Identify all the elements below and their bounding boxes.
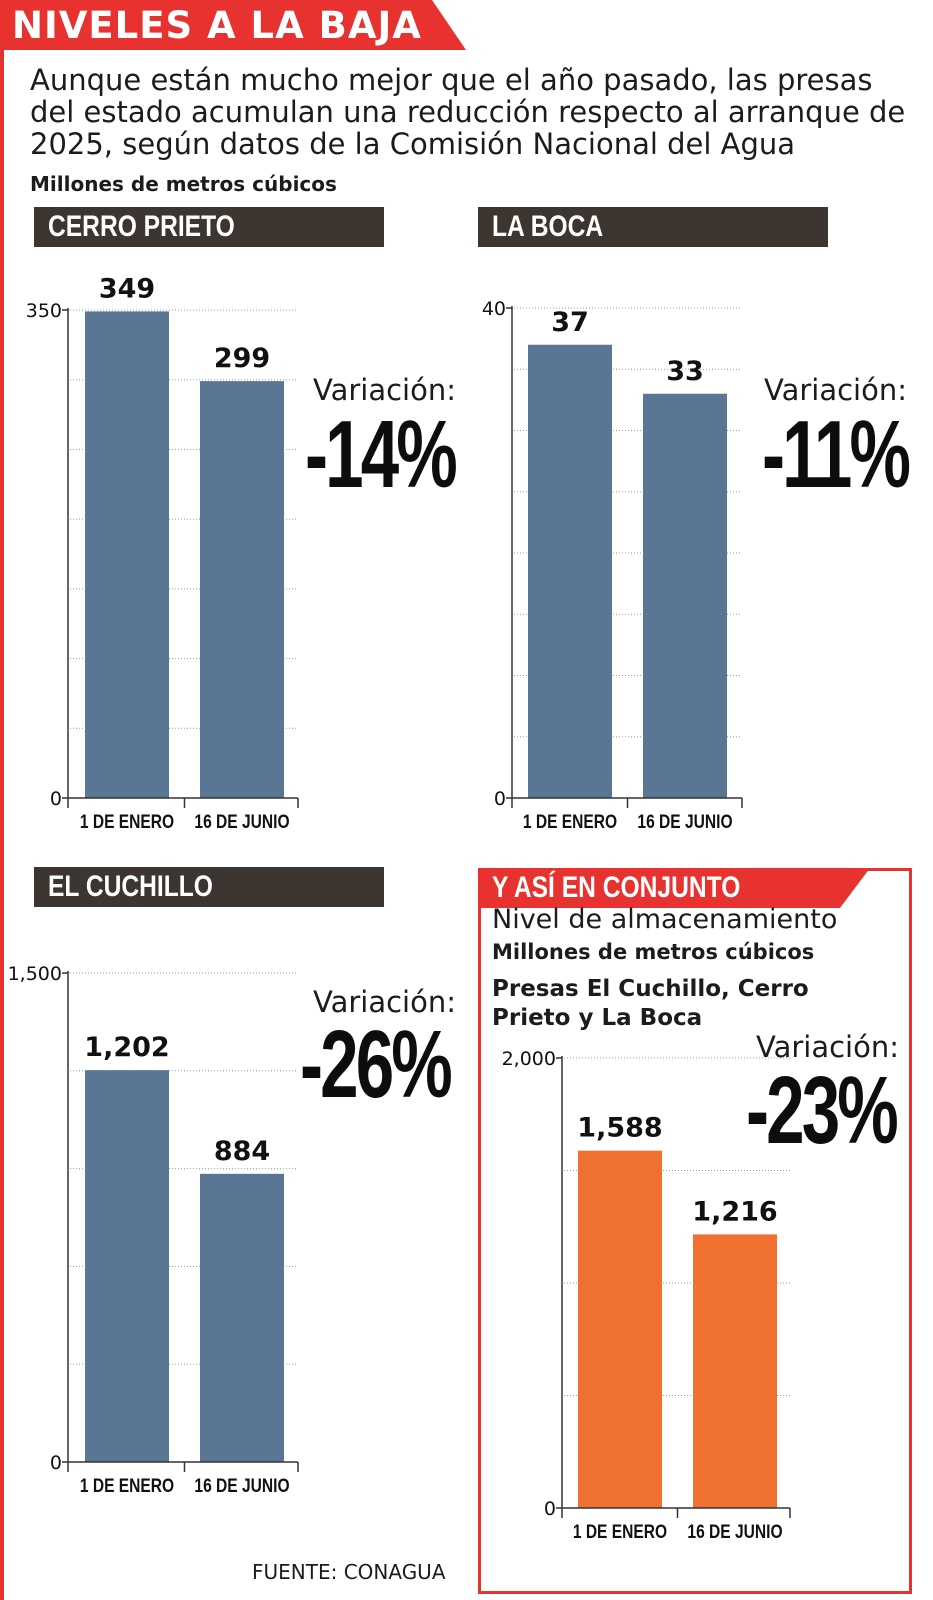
title-banner-shape: [0, 0, 466, 50]
header-total-text: Y ASÍ EN CONJUNTO: [492, 871, 741, 904]
header-cerro-prieto: CERRO PRIETO: [34, 207, 384, 247]
variation-label-la-boca: Variación:: [764, 373, 908, 407]
la-boca-category-label: 1 DE ENERO: [523, 811, 617, 833]
header-cerro-prieto-text: CERRO PRIETO: [48, 210, 235, 243]
total-value-label: 1,216: [692, 1196, 777, 1227]
header-el-cuchillo-text: EL CUCHILLO: [48, 870, 213, 903]
total-note: Presas El Cuchillo, Cerro Prieto y La Bo…: [492, 976, 809, 1031]
la-boca-value-label: 37: [551, 307, 589, 338]
variation-value-cerro-prieto: -14%: [305, 401, 458, 508]
source-note: FUENTE: CONAGUA: [252, 1560, 446, 1584]
intro-text: Aunque están mucho mejor que el año pasa…: [30, 63, 906, 161]
cerro-prieto-y-tick-label: 0: [50, 788, 62, 810]
cerro-prieto-value-label: 299: [214, 343, 270, 374]
el-cuchillo-bar: [200, 1173, 284, 1462]
cerro-prieto-bar: [85, 311, 169, 798]
variation-value-la-boca: -11%: [762, 401, 911, 508]
total-bar: [578, 1150, 662, 1508]
total-category-label: 16 DE JUNIO: [687, 1521, 782, 1543]
total-subtitle: Nivel de almacenamiento: [492, 904, 838, 935]
el-cuchillo-value-label: 1,202: [84, 1032, 169, 1063]
cerro-prieto-y-tick-label: 350: [26, 300, 62, 322]
total-value-label: 1,588: [577, 1113, 662, 1144]
el-cuchillo-category-label: 16 DE JUNIO: [194, 1475, 289, 1497]
total-units: Millones de metros cúbicos: [492, 940, 815, 964]
header-la-boca: LA BOCA: [478, 207, 828, 247]
total-category-label: 1 DE ENERO: [573, 1521, 667, 1543]
la-boca-y-tick-label: 0: [494, 788, 506, 810]
title-banner: NIVELES A LA BAJA: [0, 0, 480, 56]
cerro-prieto-value-label: 349: [99, 273, 155, 304]
cerro-prieto-category-label: 1 DE ENERO: [80, 811, 174, 833]
variation-label-total: Variación:: [756, 1030, 900, 1064]
cerro-prieto-category-label: 16 DE JUNIO: [194, 811, 289, 833]
total-bar: [693, 1234, 777, 1508]
total-y-tick-label: 0: [544, 1498, 556, 1520]
la-boca-category-label: 16 DE JUNIO: [637, 811, 732, 833]
header-el-cuchillo: EL CUCHILLO: [34, 867, 384, 907]
header-total-shape: [478, 868, 870, 908]
el-cuchillo-value-label: 884: [214, 1136, 270, 1167]
variation-value-el-cuchillo: -26%: [300, 1011, 453, 1118]
variation-label-cerro-prieto: Variación:: [313, 373, 457, 407]
el-cuchillo-y-tick-label: 1,500: [8, 963, 62, 985]
la-boca-bar: [528, 344, 612, 798]
la-boca-bar: [643, 393, 727, 798]
el-cuchillo-category-label: 1 DE ENERO: [80, 1475, 174, 1497]
el-cuchillo-bar: [85, 1070, 169, 1462]
header-total: Y ASÍ EN CONJUNTO: [478, 868, 870, 908]
left-accent-rule: [0, 0, 4, 1600]
variation-label-el-cuchillo: Variación:: [313, 985, 457, 1019]
la-boca-value-label: 33: [666, 356, 704, 387]
el-cuchillo-y-tick-label: 0: [50, 1452, 62, 1474]
cerro-prieto-bar: [200, 381, 284, 798]
units-label: Millones de metros cúbicos: [30, 172, 337, 196]
page-title: NIVELES A LA BAJA: [12, 4, 422, 47]
variation-value-total: -23%: [746, 1057, 899, 1164]
la-boca-y-tick-label: 40: [482, 298, 506, 320]
header-la-boca-text: LA BOCA: [492, 210, 604, 243]
total-y-tick-label: 2,000: [502, 1048, 556, 1070]
